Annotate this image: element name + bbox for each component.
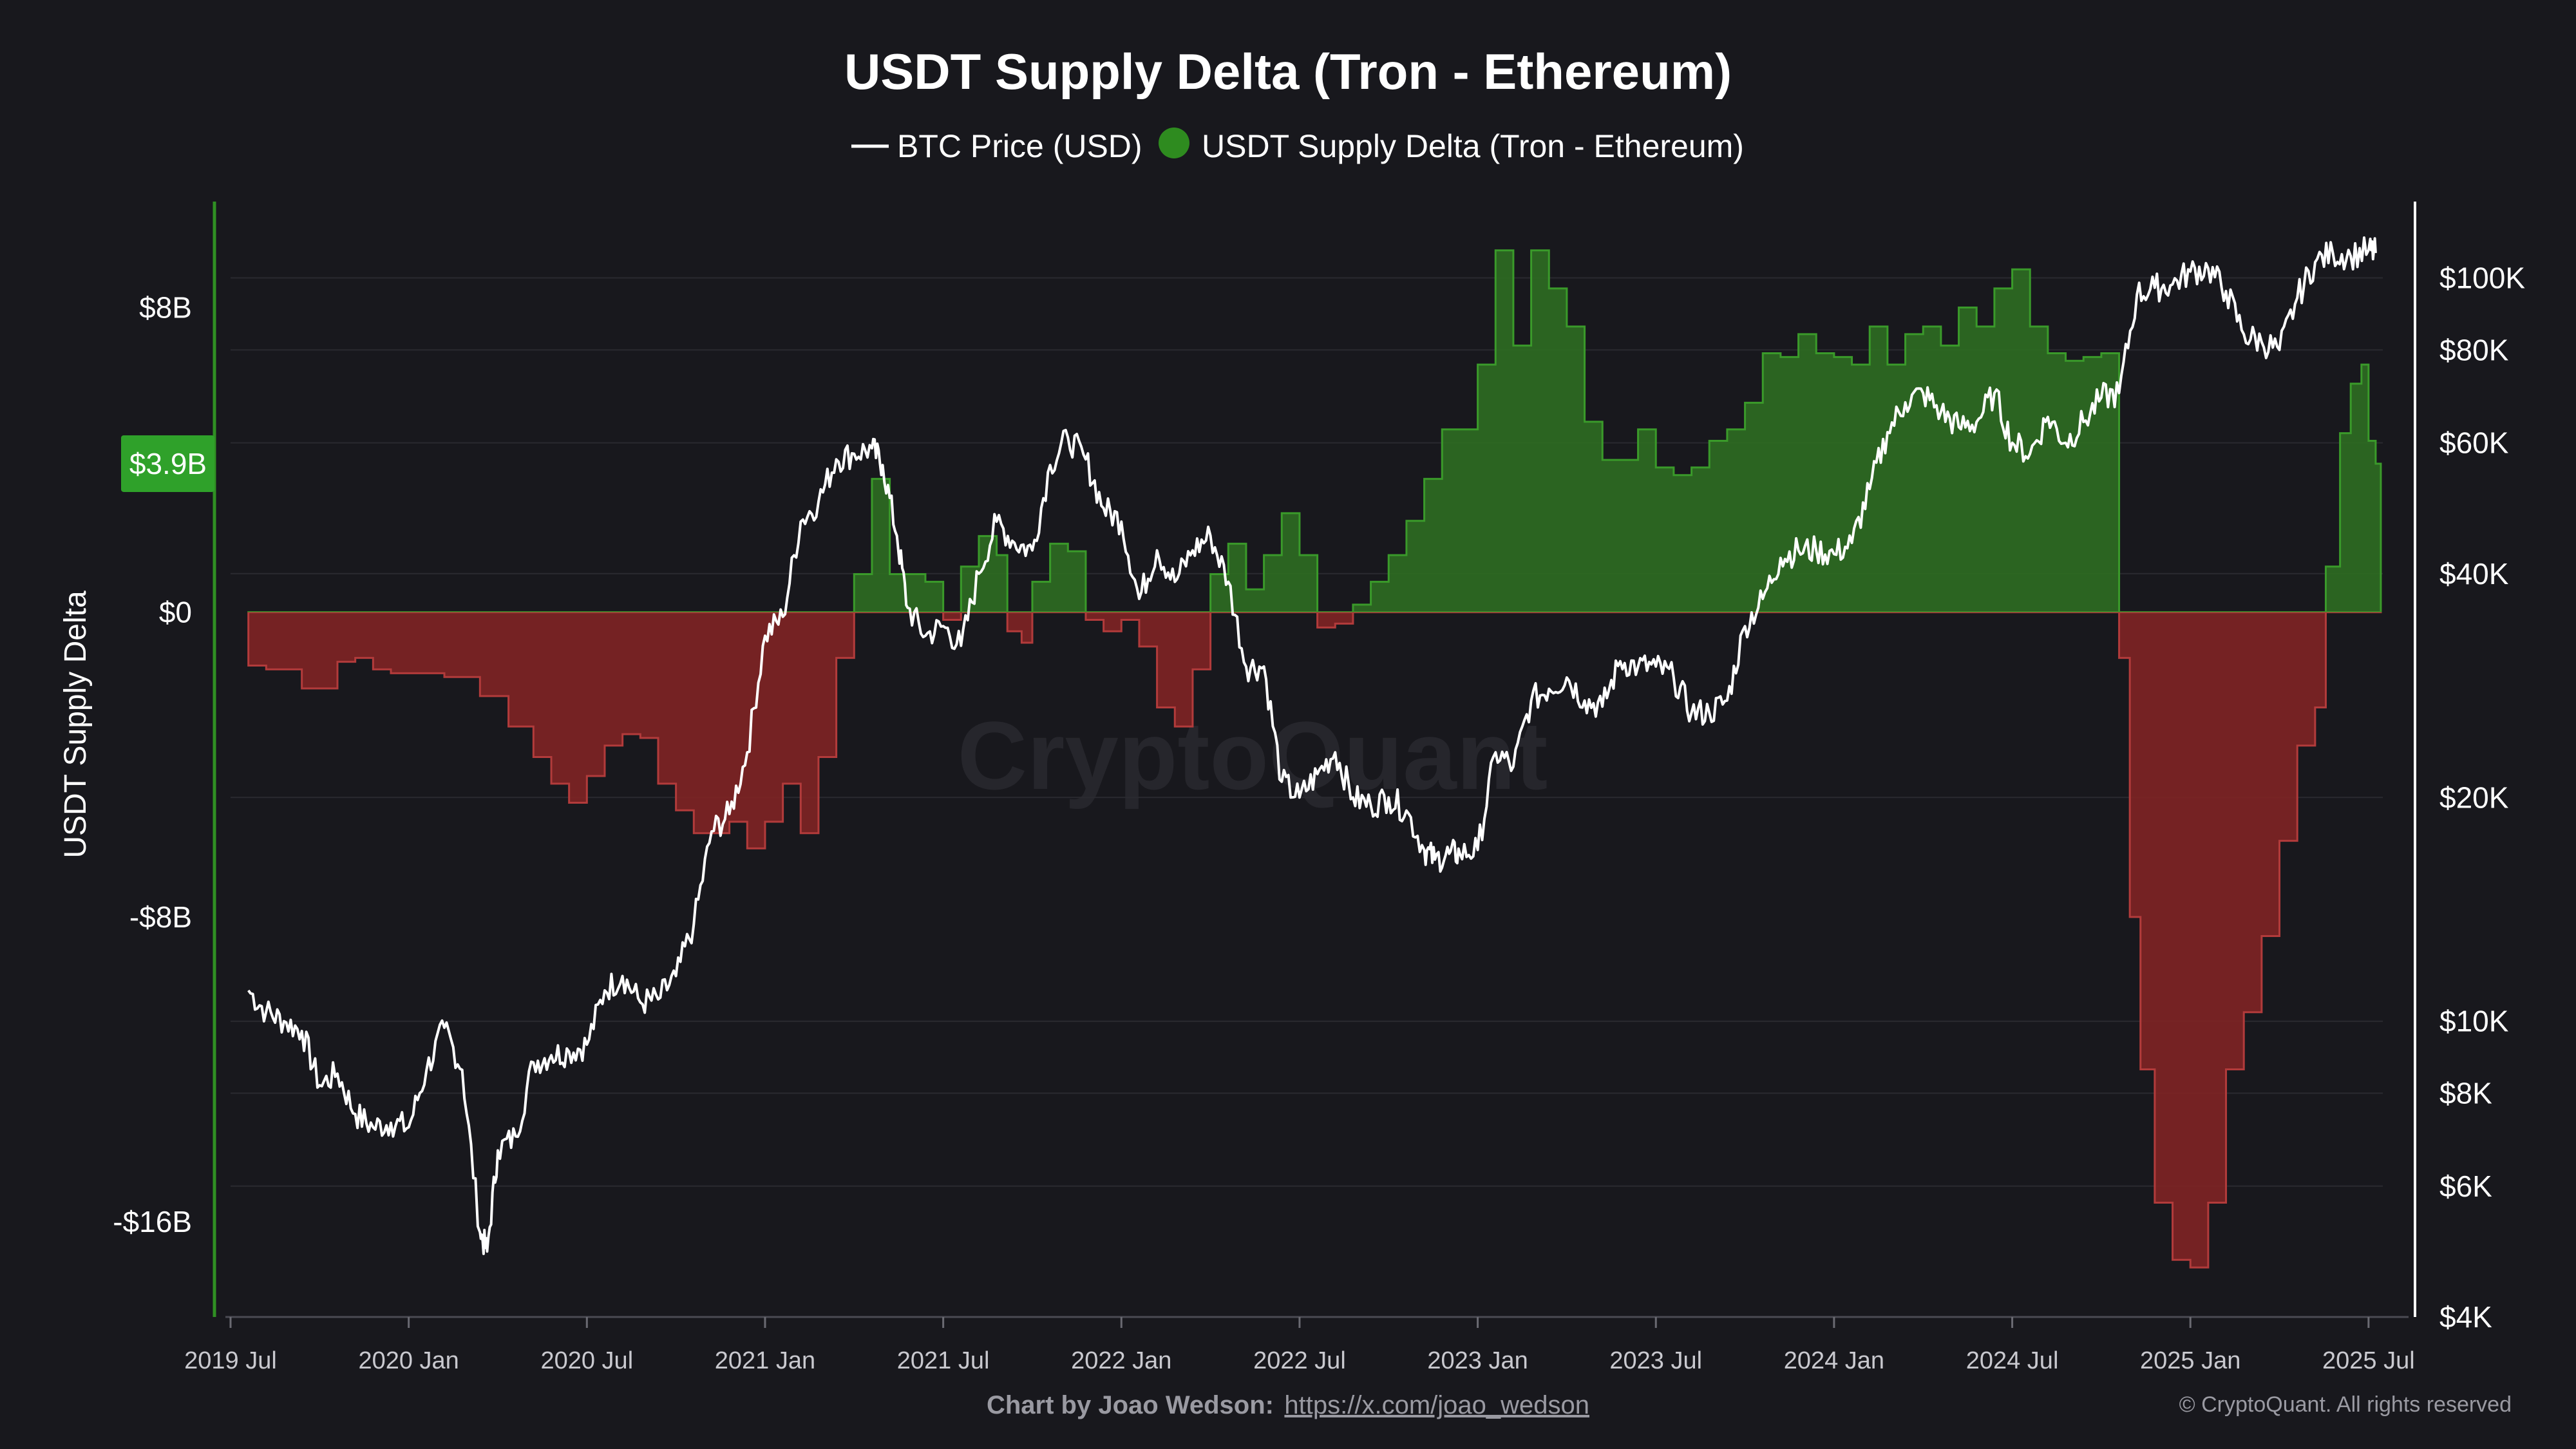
x-tick-label-10: 2024 Jul: [1966, 1347, 2059, 1374]
x-tick-label-9: 2024 Jan: [1784, 1347, 1884, 1374]
x-tick-label-8: 2023 Jul: [1609, 1347, 1702, 1374]
x-tick-label-3: 2021 Jan: [715, 1347, 815, 1374]
x-tick-label-5: 2022 Jan: [1071, 1347, 1171, 1374]
right-tick-label-0: $100K: [2439, 261, 2525, 295]
supply-delta-positive-area: [247, 249, 2382, 612]
watermark: CryptoQuant: [958, 701, 1548, 810]
btc-price-line: [247, 236, 2377, 1255]
footer: Chart by Joao Wedson: https://x.com/joao…: [987, 1391, 2512, 1419]
right-tick-label-4: $20K: [2439, 781, 2509, 814]
right-tick-label-6: $8K: [2439, 1077, 2492, 1110]
supply-delta-negative-area: [247, 612, 2382, 1269]
legend-btc-label[interactable]: BTC Price (USD): [897, 128, 1142, 164]
right-tick-label-7: $6K: [2439, 1170, 2492, 1203]
current-value-badge-text: $3.9B: [129, 447, 207, 480]
current-value-badge: $3.9B: [121, 435, 214, 492]
footer-credit-prefix: Chart by Joao Wedson:: [987, 1391, 1274, 1419]
x-tick-label-6: 2022 Jul: [1253, 1347, 1346, 1374]
x-tick-label-7: 2023 Jan: [1427, 1347, 1528, 1374]
left-tick-label-2: -$8B: [129, 900, 192, 934]
right-tick-label-3: $40K: [2439, 557, 2509, 591]
right-tick-label-2: $60K: [2439, 426, 2509, 460]
x-tick-label-12: 2025 Jul: [2322, 1347, 2415, 1374]
left-tick-label-3: -$16B: [113, 1205, 192, 1238]
x-tick-label-11: 2025 Jan: [2140, 1347, 2240, 1374]
left-tick-label-0: $8B: [139, 290, 192, 324]
footer-credit: Chart by Joao Wedson: https://x.com/joao…: [987, 1391, 1589, 1419]
axes: $8B $0 -$8B -$16B $100K $80K $60K $40K $20K $10K $…: [113, 202, 2525, 1374]
x-tick-label-0: 2019 Jul: [184, 1347, 277, 1374]
x-tick-label-2: 2020 Jul: [540, 1347, 633, 1374]
footer-copyright: © CryptoQuant. All rights reserved: [2179, 1392, 2512, 1417]
footer-credit-link[interactable]: https://x.com/joao_wedson: [1284, 1391, 1589, 1419]
chart-title: USDT Supply Delta (Tron - Ethereum): [844, 43, 1732, 100]
current-value-badge-bg: [121, 435, 214, 492]
supply-delta-areas: [247, 249, 2382, 1269]
left-axis-title: USDT Supply Delta: [59, 591, 93, 858]
x-tick-label-4: 2021 Jul: [897, 1347, 990, 1374]
right-tick-label-8: $4K: [2439, 1300, 2492, 1334]
right-tick-label-5: $10K: [2439, 1005, 2509, 1038]
x-tick-label-1: 2020 Jan: [358, 1347, 459, 1374]
legend-delta-label[interactable]: USDT Supply Delta (Tron - Ethereum): [1202, 128, 1744, 164]
left-tick-label-1: $0: [159, 596, 192, 629]
legend-delta-dot-marker: [1159, 128, 1189, 158]
legend: BTC Price (USD) USDT Supply Delta (Tron …: [851, 128, 1744, 164]
right-tick-label-1: $80K: [2439, 333, 2509, 366]
